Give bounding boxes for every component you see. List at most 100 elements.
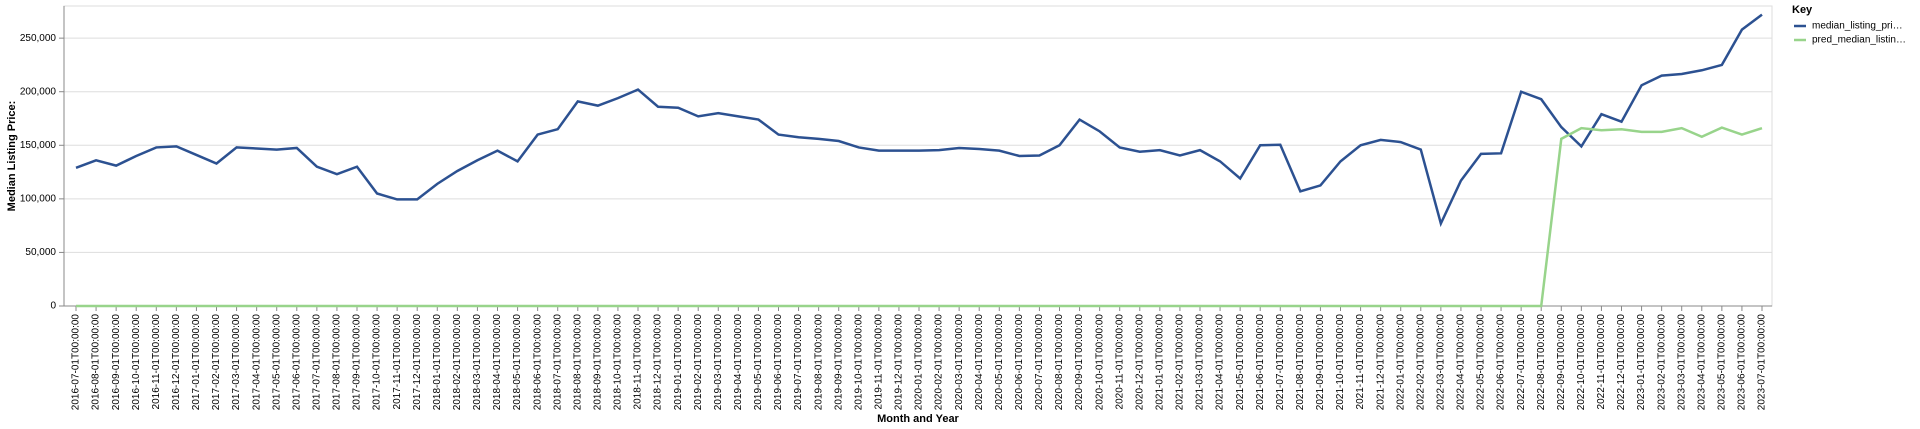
x-tick-label: 2023-01-01T00:00:00 <box>1636 314 1647 411</box>
x-tick-label: 2021-08-01T00:00:00 <box>1295 314 1306 411</box>
x-tick-label: 2021-10-01T00:00:00 <box>1335 314 1346 411</box>
x-axis-title: Month and Year <box>877 413 959 425</box>
x-tick-label: 2020-04-01T00:00:00 <box>974 314 985 411</box>
x-tick-label: 2020-07-01T00:00:00 <box>1034 314 1045 411</box>
x-tick-label: 2018-07-01T00:00:00 <box>552 314 563 411</box>
x-tick-label: 2023-04-01T00:00:00 <box>1696 314 1707 411</box>
x-tick-label: 2023-07-01T00:00:00 <box>1757 314 1768 411</box>
x-tick-label: 2019-01-01T00:00:00 <box>673 314 684 411</box>
x-tick-label: 2017-06-01T00:00:00 <box>291 314 302 411</box>
x-tick-label: 2017-12-01T00:00:00 <box>412 314 423 411</box>
x-tick-label: 2020-01-01T00:00:00 <box>914 314 925 411</box>
x-tick-label: 2020-02-01T00:00:00 <box>934 314 945 411</box>
x-tick-label: 2016-07-01T00:00:00 <box>71 314 82 411</box>
x-tick-label: 2017-07-01T00:00:00 <box>311 314 322 411</box>
x-tick-label: 2018-02-01T00:00:00 <box>452 314 463 411</box>
x-tick-label: 2017-05-01T00:00:00 <box>271 314 282 411</box>
x-tick-label: 2021-02-01T00:00:00 <box>1175 314 1186 411</box>
legend-title: Key <box>1792 4 1813 16</box>
legend-label: median_listing_pri… <box>1812 21 1903 32</box>
x-tick-label: 2022-03-01T00:00:00 <box>1435 314 1446 411</box>
x-tick-label: 2023-03-01T00:00:00 <box>1676 314 1687 411</box>
x-tick-label: 2019-06-01T00:00:00 <box>773 314 784 411</box>
x-tick-label: 2017-01-01T00:00:00 <box>191 314 202 411</box>
x-tick-label: 2019-08-01T00:00:00 <box>813 314 824 411</box>
x-tick-label: 2023-05-01T00:00:00 <box>1716 314 1727 411</box>
x-tick-label: 2018-04-01T00:00:00 <box>492 314 503 411</box>
y-tick-label: 100,000 <box>20 193 57 204</box>
series-line <box>76 126 1763 308</box>
y-tick-label: 150,000 <box>20 140 57 151</box>
x-tick-label: 2022-08-01T00:00:00 <box>1536 314 1547 411</box>
x-tick-label: 2017-03-01T00:00:00 <box>231 314 242 411</box>
x-tick-label: 2020-10-01T00:00:00 <box>1094 314 1105 411</box>
x-tick-label: 2021-11-01T00:00:00 <box>1355 314 1366 410</box>
x-tick-label: 2019-07-01T00:00:00 <box>793 314 804 411</box>
y-tick-label: 0 <box>50 301 56 312</box>
x-tick-label: 2017-11-01T00:00:00 <box>392 314 403 410</box>
x-tick-label: 2021-09-01T00:00:00 <box>1315 314 1326 411</box>
x-tick-label: 2016-10-01T00:00:00 <box>131 314 142 411</box>
y-axis-title: Median Listing Price: <box>6 101 18 212</box>
x-tick-label: 2021-03-01T00:00:00 <box>1195 314 1206 411</box>
x-tick-label: 2020-12-01T00:00:00 <box>1134 314 1145 411</box>
x-tick-label: 2022-01-01T00:00:00 <box>1395 314 1406 411</box>
x-tick-label: 2020-05-01T00:00:00 <box>994 314 1005 411</box>
plot-frame <box>63 5 1773 307</box>
x-tick-label: 2020-03-01T00:00:00 <box>954 314 965 411</box>
x-tick-label: 2021-12-01T00:00:00 <box>1375 314 1386 411</box>
x-tick-label: 2023-02-01T00:00:00 <box>1656 314 1667 411</box>
x-tick-label: 2018-11-01T00:00:00 <box>633 314 644 410</box>
x-tick-label: 2022-12-01T00:00:00 <box>1616 314 1627 411</box>
x-tick-label: 2018-06-01T00:00:00 <box>532 314 543 411</box>
x-tick-label: 2018-10-01T00:00:00 <box>613 314 624 411</box>
series-line <box>75 13 1763 228</box>
x-tick-label: 2019-11-01T00:00:00 <box>873 314 884 410</box>
y-tick-label: 250,000 <box>20 33 57 44</box>
x-tick-label: 2017-10-01T00:00:00 <box>372 314 383 411</box>
x-tick-label: 2020-11-01T00:00:00 <box>1114 314 1125 410</box>
y-tick-label: 50,000 <box>25 247 56 258</box>
x-tick-label: 2021-06-01T00:00:00 <box>1255 314 1266 411</box>
x-tick-label: 2023-06-01T00:00:00 <box>1737 314 1748 411</box>
x-tick-label: 2018-05-01T00:00:00 <box>512 314 523 411</box>
legend-label: pred_median_listin… <box>1812 35 1906 46</box>
x-tick-label: 2022-10-01T00:00:00 <box>1576 314 1587 411</box>
x-tick-label: 2022-07-01T00:00:00 <box>1516 314 1527 411</box>
x-tick-label: 2016-12-01T00:00:00 <box>171 314 182 411</box>
x-tick-label: 2021-04-01T00:00:00 <box>1215 314 1226 411</box>
x-tick-label: 2022-05-01T00:00:00 <box>1476 314 1487 411</box>
x-tick-label: 2022-11-01T00:00:00 <box>1596 314 1607 410</box>
x-tick-label: 2018-09-01T00:00:00 <box>592 314 603 411</box>
x-tick-label: 2017-02-01T00:00:00 <box>211 314 222 411</box>
x-tick-label: 2018-12-01T00:00:00 <box>653 314 664 411</box>
x-tick-label: 2016-09-01T00:00:00 <box>111 314 122 411</box>
x-tick-label: 2016-08-01T00:00:00 <box>91 314 102 411</box>
x-tick-label: 2019-05-01T00:00:00 <box>753 314 764 411</box>
x-tick-label: 2016-11-01T00:00:00 <box>151 314 162 410</box>
x-tick-label: 2019-12-01T00:00:00 <box>894 314 905 411</box>
x-tick-label: 2019-04-01T00:00:00 <box>733 314 744 411</box>
x-tick-label: 2020-09-01T00:00:00 <box>1074 314 1085 411</box>
x-tick-label: 2018-08-01T00:00:00 <box>572 314 583 411</box>
x-tick-label: 2022-06-01T00:00:00 <box>1496 314 1507 411</box>
x-tick-label: 2021-07-01T00:00:00 <box>1275 314 1286 411</box>
x-tick-label: 2018-03-01T00:00:00 <box>472 314 483 411</box>
x-tick-label: 2020-06-01T00:00:00 <box>1014 314 1025 411</box>
x-tick-label: 2021-01-01T00:00:00 <box>1154 314 1165 411</box>
x-tick-label: 2017-04-01T00:00:00 <box>251 314 262 411</box>
x-tick-label: 2021-05-01T00:00:00 <box>1235 314 1246 411</box>
x-tick-label: 2022-02-01T00:00:00 <box>1415 314 1426 411</box>
x-tick-label: 2019-10-01T00:00:00 <box>853 314 864 411</box>
x-tick-label: 2019-09-01T00:00:00 <box>833 314 844 411</box>
x-tick-label: 2018-01-01T00:00:00 <box>432 314 443 411</box>
x-tick-label: 2017-08-01T00:00:00 <box>332 314 343 411</box>
x-tick-label: 2022-04-01T00:00:00 <box>1456 314 1467 411</box>
x-tick-label: 2020-08-01T00:00:00 <box>1054 314 1065 411</box>
x-tick-label: 2022-09-01T00:00:00 <box>1556 314 1567 411</box>
y-tick-label: 200,000 <box>20 86 57 97</box>
x-tick-label: 2019-03-01T00:00:00 <box>713 314 724 411</box>
x-tick-label: 2017-09-01T00:00:00 <box>352 314 363 411</box>
